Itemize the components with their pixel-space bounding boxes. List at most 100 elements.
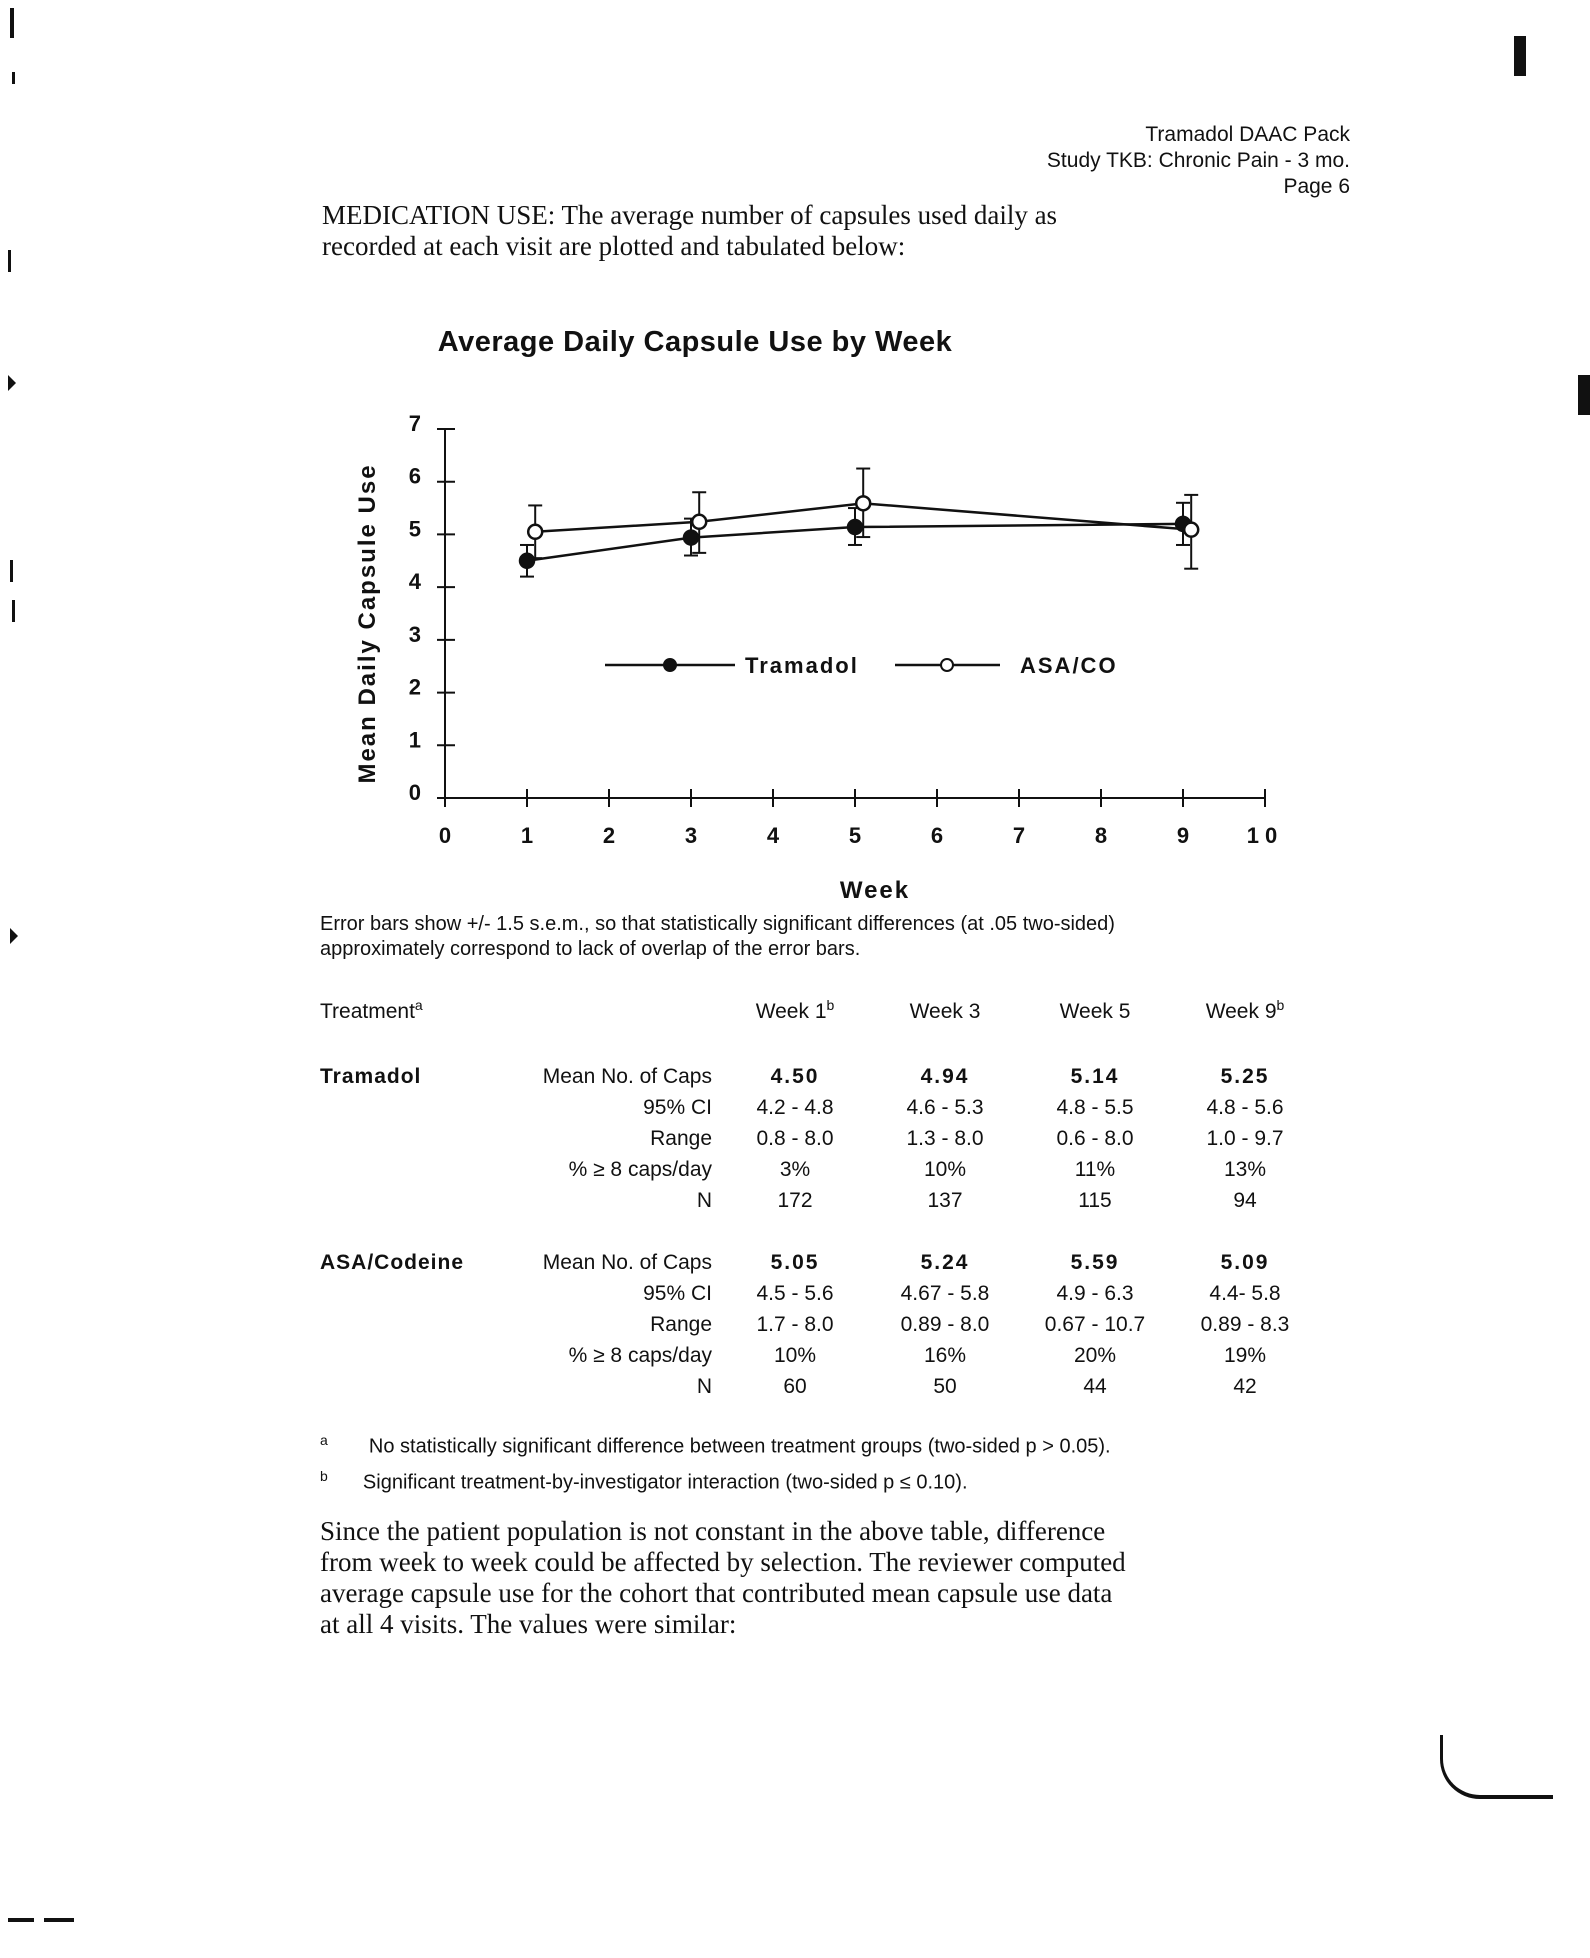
legend-marker — [940, 658, 954, 672]
x-tick-label: 7 — [1013, 823, 1025, 848]
table-row: Tramadol Mean No. of Caps 4.50 4.94 5.14… — [320, 1061, 1320, 1092]
series-line-0 — [526, 522, 1184, 563]
closing-line-2: from week to week could be affected by s… — [320, 1547, 1126, 1577]
table-cell: 137 — [927, 1188, 963, 1212]
table-cell: 20% — [1073, 1343, 1117, 1367]
table-cell: 10% — [773, 1343, 817, 1367]
data-point — [526, 523, 544, 541]
running-header: Tramadol DAAC Pack Study TKB: Chronic Pa… — [1047, 122, 1350, 200]
week-3-header: Week 3 — [909, 999, 981, 1023]
table-cell: 16% — [923, 1343, 967, 1367]
y-axis-label: Mean Daily Capsule Use — [354, 463, 381, 783]
legend-marker — [663, 658, 677, 672]
scan-mark — [1440, 1735, 1553, 1799]
data-point — [690, 513, 708, 531]
intro-line-2: recorded at each visit are plotted and t… — [322, 231, 906, 261]
header-line-1: Tramadol DAAC Pack — [1145, 123, 1350, 146]
table-cell: 5.59 — [1070, 1250, 1120, 1274]
y-tick-label: 4 — [409, 569, 422, 594]
table-row: Range 0.8 - 8.0 1.3 - 8.0 0.6 - 8.0 1.0 … — [320, 1123, 1320, 1154]
error-note-line-1: Error bars show +/- 1.5 s.e.m., so that … — [320, 913, 1115, 935]
x-tick-label: 4 — [767, 823, 780, 848]
table-cell: 94 — [1233, 1188, 1257, 1212]
error-bar-note: Error bars show +/- 1.5 s.e.m., so that … — [320, 912, 1115, 962]
footnote-text: No statistically significant difference … — [368, 1435, 1111, 1458]
row-label: 95% CI — [643, 1281, 712, 1305]
table-cell: 5.09 — [1220, 1250, 1270, 1274]
scan-mark — [10, 8, 14, 38]
row-label: % ≥ 8 caps/day — [568, 1343, 712, 1367]
intro-line-1: MEDICATION USE: The average number of ca… — [322, 200, 1058, 230]
x-tick-label: 2 — [603, 823, 615, 848]
chart-axes: 0 1 2 3 4 5 6 7 0 1 2 3 4 5 6 7 8 9 10 Week Mean Daily Capsu… — [354, 411, 1277, 904]
scan-mark — [8, 250, 11, 272]
y-tick-label: 6 — [409, 464, 421, 489]
closing-line-3: average capsule use for the cohort that … — [320, 1578, 1113, 1608]
row-label: Mean No. of Caps — [542, 1064, 712, 1088]
table-cell: 11% — [1074, 1157, 1116, 1181]
table-cell: 0.89 - 8.0 — [900, 1312, 990, 1336]
table-cell: 4.94 — [920, 1064, 970, 1088]
scan-mark — [12, 72, 15, 84]
data-point — [518, 552, 536, 570]
table-row: % ≥ 8 caps/day 10% 16% 20% 19% — [320, 1340, 1320, 1371]
y-tick-label: 7 — [409, 411, 421, 436]
table-cell: 42 — [1233, 1374, 1257, 1398]
table-row: 95% CI 4.5 - 5.6 4.67 - 5.8 4.9 - 6.3 4.… — [320, 1278, 1320, 1309]
table-cell: 5.25 — [1220, 1064, 1270, 1088]
x-tick-label: 9 — [1177, 823, 1189, 848]
legend-label: Tramadol — [745, 653, 859, 678]
scan-mark — [12, 600, 15, 622]
intro-paragraph: MEDICATION USE: The average number of ca… — [322, 200, 1057, 262]
data-point — [846, 518, 864, 536]
row-label: N — [696, 1188, 712, 1212]
table-cell: 4.50 — [770, 1064, 820, 1088]
table-cell: 0.89 - 8.3 — [1200, 1312, 1290, 1336]
error-note-line-2: approximately correspond to lack of over… — [320, 938, 861, 960]
x-tick-label: 3 — [685, 823, 697, 848]
table-cell: 4.67 - 5.8 — [900, 1281, 990, 1305]
capsule-use-chart: 0 1 2 3 4 5 6 7 0 1 2 3 4 5 6 7 8 9 10 Week Mean Daily Capsu… — [354, 411, 1277, 904]
table-cell: 4.4- 5.8 — [1209, 1281, 1281, 1305]
table-cell: 0.6 - 8.0 — [1056, 1126, 1134, 1150]
row-label: N — [696, 1374, 712, 1398]
week-5-header: Week 5 — [1059, 999, 1131, 1023]
footnote-text: Significant treatment-by-investigator in… — [362, 1471, 968, 1494]
table-cell: 50 — [933, 1374, 957, 1398]
table-cell: 1.7 - 8.0 — [756, 1312, 834, 1336]
week-9-header: Week 9b — [1205, 996, 1285, 1023]
table-cell: 4.6 - 5.3 — [906, 1095, 984, 1119]
legend-label: ASA/CO — [1020, 653, 1118, 678]
series-line-1 — [535, 502, 1192, 534]
row-label: 95% CI — [643, 1095, 712, 1119]
scan-mark — [8, 375, 16, 391]
table-cell: 3% — [779, 1157, 811, 1181]
y-tick-label: 0 — [409, 780, 421, 805]
table-row: N 60 50 44 42 — [320, 1371, 1320, 1402]
x-tick-label: 5 — [849, 823, 861, 848]
table-cell: 44 — [1083, 1374, 1107, 1398]
table-cell: 172 — [777, 1188, 813, 1212]
capsule-use-table: Treatmenta Week 1b Week 3 Week 5 Week 9b… — [320, 990, 1320, 1402]
footnote-b: b Significant treatment-by-investigator … — [320, 1462, 1111, 1498]
x-tick-label: 0 — [439, 823, 451, 848]
closing-line-4: at all 4 visits. The values were similar… — [320, 1609, 737, 1639]
x-tick-label: 1 — [521, 823, 533, 848]
scan-mark — [10, 928, 18, 944]
x-tick-label: 6 — [931, 823, 943, 848]
y-tick-label: 2 — [409, 675, 421, 700]
table-row: 95% CI 4.2 - 4.8 4.6 - 5.3 4.8 - 5.5 4.8… — [320, 1092, 1320, 1123]
table-row: % ≥ 8 caps/day 3% 10% 11% 13% — [320, 1154, 1320, 1185]
footnote-a: a No statistically significant differenc… — [320, 1426, 1111, 1462]
table-cell: 4.2 - 4.8 — [756, 1095, 834, 1119]
group-name-asa-codeine: ASA/Codeine — [320, 1250, 465, 1274]
row-label: Mean No. of Caps — [542, 1250, 712, 1274]
row-label: % ≥ 8 caps/day — [568, 1157, 712, 1181]
table-cell: 1.3 - 8.0 — [906, 1126, 984, 1150]
row-label: Range — [650, 1312, 712, 1336]
table-cell: 10% — [923, 1157, 967, 1181]
x-axis-label: Week — [840, 877, 910, 904]
data-point — [682, 529, 700, 546]
table-cell: 13% — [1223, 1157, 1267, 1181]
footnote-marker: a — [320, 1432, 328, 1448]
